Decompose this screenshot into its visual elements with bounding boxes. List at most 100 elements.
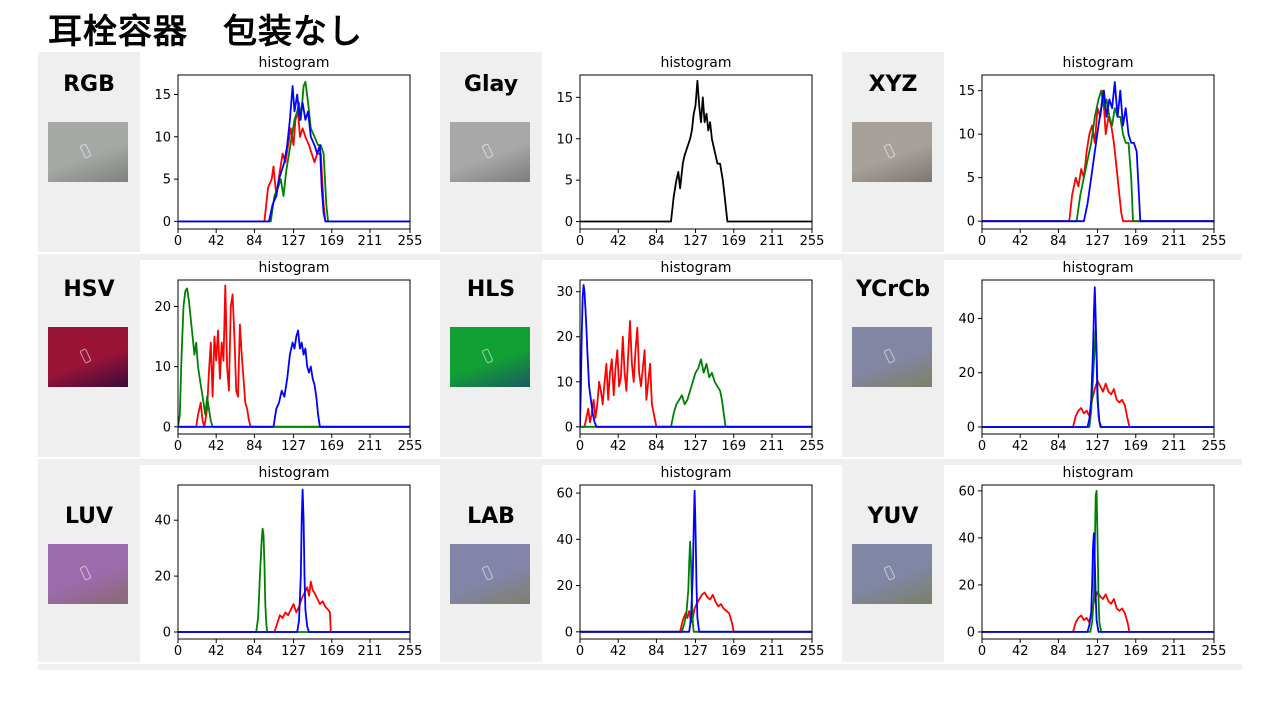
x-tick-label: 42 — [1012, 439, 1029, 454]
x-tick-label: 42 — [1012, 234, 1029, 249]
page-title: 耳栓容器 包装なし — [48, 12, 363, 52]
panel-xyz: XYZ histogram 0 42 84 127 169 211 255 0 5 10 15 — [842, 52, 1244, 252]
x-tick-label: 127 — [281, 234, 306, 249]
x-tick-label: 42 — [610, 644, 627, 659]
series-line-3 — [982, 532, 1214, 633]
histogram-chart: histogram 0 42 84 127 169 211 255 0 5 10 15 — [140, 52, 440, 252]
x-tick-label: 169 — [721, 644, 746, 659]
panel-hls: HLS histogram 0 42 84 127 169 211 255 0 10 20 30 — [440, 257, 842, 457]
x-tick-label: 169 — [319, 439, 344, 454]
thumbnail-image — [450, 544, 530, 604]
histogram-chart: histogram 0 42 84 127 169 211 255 0 10 20 — [140, 257, 440, 457]
color-space-label: HSV — [63, 277, 115, 302]
y-tick-label: 10 — [154, 360, 171, 375]
plot-frame — [177, 279, 411, 435]
color-space-label: XYZ — [868, 72, 918, 97]
histogram-chart: histogram 0 42 84 127 169 211 255 0 20 40 60 — [542, 462, 842, 662]
panel-ycrcb: YCrCb histogram 0 42 84 127 169 211 255 0 20 40 — [842, 257, 1244, 457]
y-tick-label: 60 — [958, 484, 975, 499]
series-line-1 — [580, 79, 812, 223]
y-tick-label: 20 — [556, 330, 573, 345]
x-tick-label: 255 — [800, 439, 825, 454]
x-tick-label: 211 — [1162, 234, 1187, 249]
color-space-label: LAB — [467, 504, 515, 529]
histogram-chart: histogram 0 42 84 127 169 211 255 0 5 10 15 — [944, 52, 1244, 252]
color-space-label: Glay — [463, 72, 519, 97]
histogram-svg: histogram 0 42 84 127 169 211 255 0 20 40 — [958, 260, 1227, 454]
x-tick-label: 255 — [1202, 439, 1227, 454]
x-tick-label: 211 — [1162, 644, 1187, 659]
histogram-chart: histogram 0 42 84 127 169 211 255 0 20 40 — [140, 462, 440, 662]
y-tick-label: 15 — [958, 84, 975, 99]
chart-title: histogram — [1063, 260, 1134, 276]
y-tick-label: 0 — [163, 626, 171, 641]
x-tick-label: 211 — [760, 439, 785, 454]
y-tick-label: 15 — [154, 88, 171, 103]
y-tick-label: 15 — [556, 91, 573, 106]
series-line-3 — [178, 85, 410, 223]
thumbnail-image — [852, 327, 932, 387]
y-tick-label: 60 — [556, 487, 573, 502]
x-tick-label: 255 — [398, 439, 423, 454]
series-line-3 — [982, 286, 1214, 428]
series-line-3 — [178, 488, 410, 633]
y-tick-label: 5 — [565, 174, 573, 189]
thumbnail-image — [852, 122, 932, 182]
x-tick-label: 42 — [208, 439, 225, 454]
x-tick-label: 255 — [398, 644, 423, 659]
y-tick-label: 20 — [958, 366, 975, 381]
series-line-3 — [580, 489, 812, 633]
panel-sidebar: XYZ — [842, 52, 944, 252]
y-tick-label: 40 — [556, 533, 573, 548]
row-divider — [38, 254, 1242, 260]
thumbnail-image — [48, 122, 128, 182]
x-tick-label: 42 — [610, 234, 627, 249]
series-line-1 — [178, 580, 410, 633]
y-tick-label: 0 — [565, 625, 573, 640]
x-tick-label: 211 — [760, 234, 785, 249]
earplug-case-mark — [79, 143, 92, 159]
panel-sidebar: LUV — [38, 462, 140, 662]
histogram-svg: histogram 0 42 84 127 169 211 255 0 5 10 15 — [958, 55, 1226, 249]
y-tick-label: 0 — [565, 215, 573, 230]
x-tick-label: 42 — [1012, 644, 1029, 659]
y-tick-label: 0 — [967, 625, 975, 640]
series-line-1 — [982, 380, 1214, 428]
x-tick-label: 84 — [1050, 644, 1067, 659]
x-tick-label: 0 — [576, 644, 584, 659]
x-tick-label: 42 — [208, 234, 225, 249]
x-tick-label: 84 — [1050, 439, 1067, 454]
earplug-case-mark — [79, 565, 92, 581]
x-tick-label: 84 — [246, 234, 263, 249]
series-line-1 — [580, 320, 812, 428]
x-tick-label: 169 — [721, 439, 746, 454]
x-tick-label: 0 — [174, 644, 182, 659]
x-tick-label: 127 — [1085, 644, 1110, 659]
x-tick-label: 255 — [1202, 644, 1227, 659]
histogram-svg: histogram 0 42 84 127 169 211 255 0 5 10 15 — [556, 55, 824, 249]
earplug-case-mark — [481, 565, 494, 581]
panel-luv: LUV histogram 0 42 84 127 169 211 255 0 20 40 — [38, 462, 440, 662]
histogram-chart: histogram 0 42 84 127 169 211 255 0 5 10 15 — [542, 52, 842, 252]
series-line-3 — [178, 329, 410, 428]
chart-title: histogram — [1063, 55, 1134, 71]
panel-sidebar: RGB — [38, 52, 140, 252]
row-divider — [38, 459, 1242, 465]
x-tick-label: 169 — [319, 234, 344, 249]
x-tick-label: 84 — [246, 439, 263, 454]
row-divider — [38, 664, 1242, 670]
color-space-label: LUV — [64, 504, 114, 529]
y-tick-label: 0 — [967, 420, 975, 435]
series-line-2 — [178, 287, 410, 428]
x-tick-label: 42 — [208, 644, 225, 659]
x-tick-label: 169 — [1123, 439, 1148, 454]
y-tick-label: 30 — [556, 285, 573, 300]
series-line-1 — [982, 89, 1214, 223]
histogram-svg: histogram 0 42 84 127 169 211 255 0 20 40 60 — [958, 465, 1227, 659]
y-tick-label: 20 — [958, 578, 975, 593]
chart-title: histogram — [661, 260, 732, 276]
y-tick-label: 0 — [163, 420, 171, 435]
y-tick-label: 5 — [163, 173, 171, 188]
x-tick-label: 127 — [683, 644, 708, 659]
panel-sidebar: HLS — [440, 257, 542, 457]
